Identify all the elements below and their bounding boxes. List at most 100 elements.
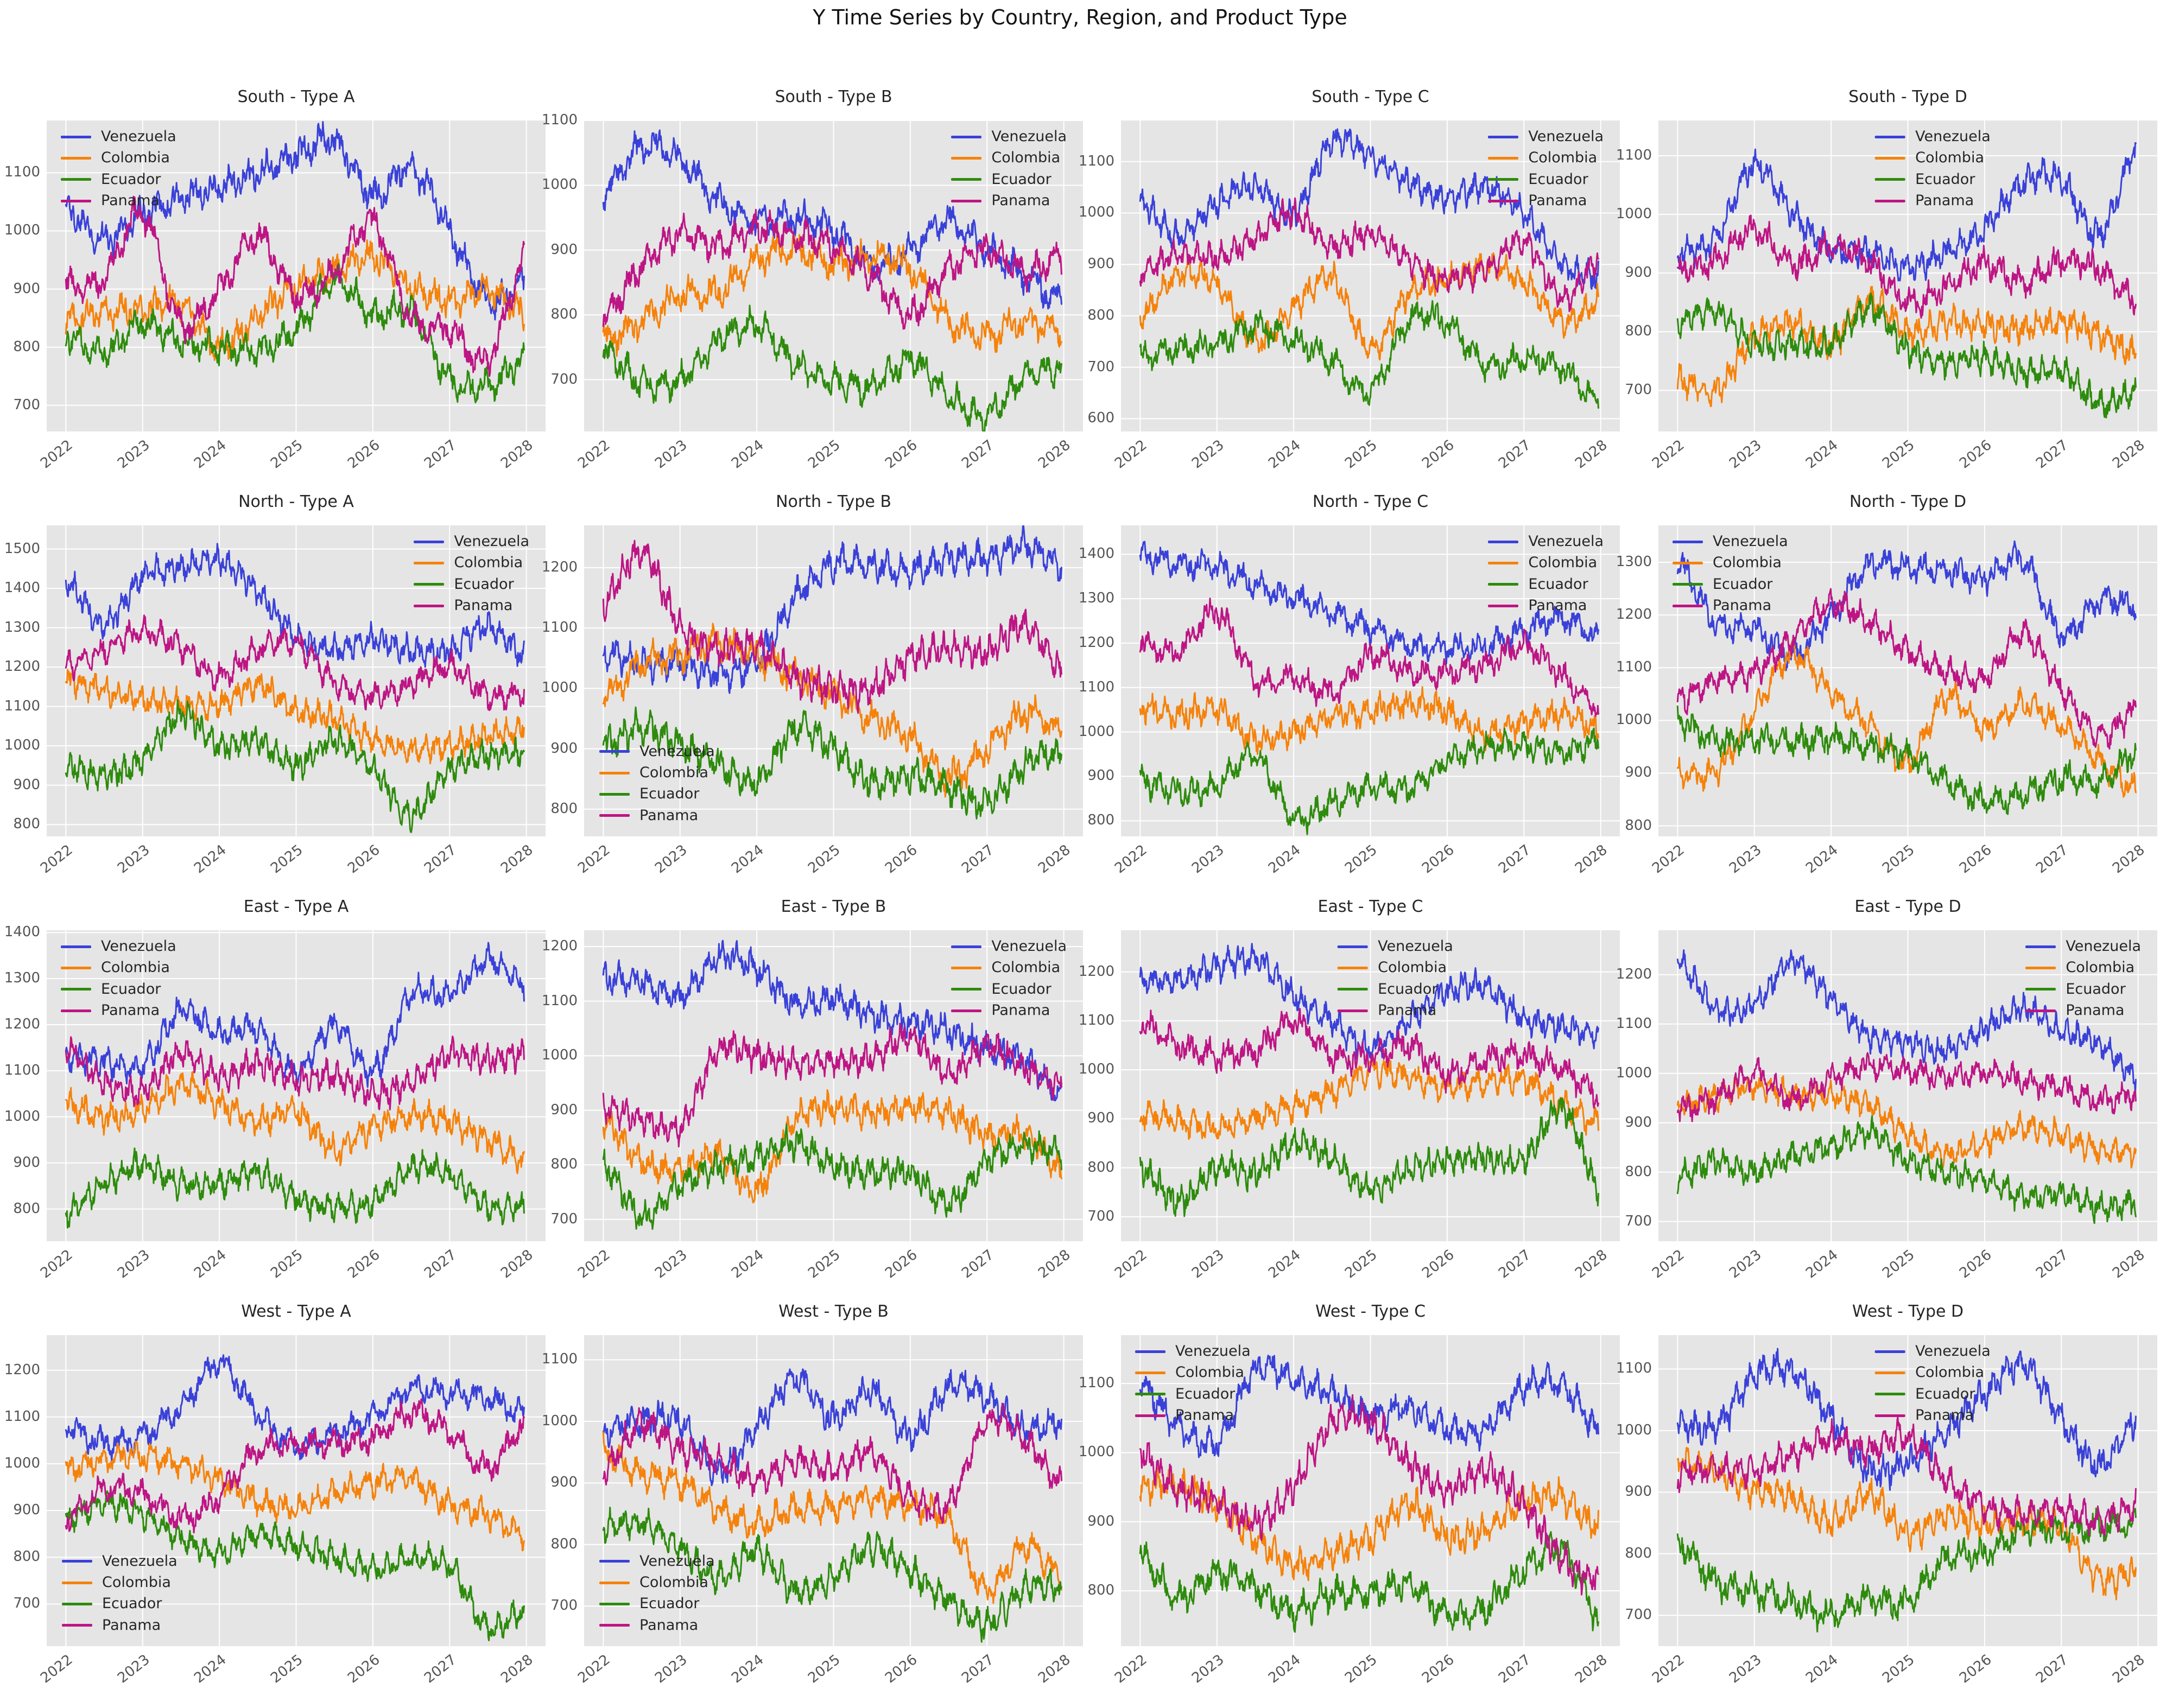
x-tick-label: 2023 xyxy=(1726,842,1765,877)
y-tick-label: 1400 xyxy=(4,580,40,596)
y-tick-label: 1100 xyxy=(541,992,578,1009)
x-tick-label: 2023 xyxy=(1726,1247,1765,1282)
plot-canvas xyxy=(1121,120,1620,431)
y-tick-label: 1100 xyxy=(1616,659,1652,676)
y-tick-label: 1100 xyxy=(4,1408,40,1425)
x-tick-label: 2022 xyxy=(37,1247,76,1282)
series-line-ecuador xyxy=(65,263,525,404)
plot-area: Venezuela Colombia Ecuador Panama xyxy=(1121,1335,1620,1646)
x-tick-label: 2023 xyxy=(114,437,153,472)
series-line-colombia xyxy=(65,1440,525,1552)
y-tick-label: 1500 xyxy=(4,540,40,557)
series-line-panama xyxy=(65,1036,525,1110)
series-line-panama xyxy=(1676,1052,2137,1122)
x-tick-label: 2025 xyxy=(1879,437,1918,472)
x-tick-label: 2027 xyxy=(2033,842,2072,877)
plot-canvas xyxy=(1658,930,2157,1241)
x-tick-label: 2027 xyxy=(959,842,997,877)
x-tick-label: 2025 xyxy=(1879,1652,1918,1687)
plot-area: Venezuela Colombia Ecuador Panama xyxy=(1658,1335,2157,1646)
series-line-venezuela xyxy=(1139,541,1599,665)
series-line-panama xyxy=(602,208,1062,330)
y-tick-label: 1100 xyxy=(1078,1012,1114,1028)
series-line-venezuela xyxy=(1676,949,2137,1095)
y-tick-label: 1100 xyxy=(1616,1015,1652,1032)
plot-canvas xyxy=(584,120,1083,431)
y-tick-label: 900 xyxy=(550,1101,578,1118)
series-line-colombia xyxy=(1139,1059,1599,1140)
y-tick-label: 800 xyxy=(1087,812,1114,829)
y-tick-label: 700 xyxy=(13,396,40,413)
x-tick-label: 2028 xyxy=(1035,437,1074,472)
x-tick-label: 2027 xyxy=(959,1247,997,1282)
y-tick-label: 900 xyxy=(1625,764,1652,781)
y-tick-label: 900 xyxy=(1625,264,1652,281)
series-line-panama xyxy=(602,1023,1062,1148)
series-line-venezuela xyxy=(1139,943,1599,1060)
y-tick-label: 900 xyxy=(13,776,40,793)
plot-canvas xyxy=(1658,120,2157,431)
series-line-ecuador xyxy=(1139,1531,1599,1633)
subplot-east-type-a: East - Type A Venezuela Colombia Ecuador Pa… xyxy=(0,890,546,1294)
series-line-colombia xyxy=(65,1071,525,1174)
plot-area: Venezuela Colombia Ecuador Panama xyxy=(584,1335,1083,1646)
subplot-north-type-d: North - Type D Venezuela Colombia Ecuador P… xyxy=(1612,485,2157,890)
y-tick-label: 1200 xyxy=(1078,634,1114,651)
plot-canvas xyxy=(1121,930,1620,1241)
x-tick-label: 2022 xyxy=(1649,1652,1688,1687)
y-tick-label: 1100 xyxy=(541,1351,578,1368)
plot-canvas xyxy=(1121,525,1620,836)
plot-canvas xyxy=(584,525,1083,836)
x-tick-label: 2023 xyxy=(114,842,153,877)
x-tick-label: 2022 xyxy=(37,1652,76,1687)
x-tick-label: 2022 xyxy=(37,842,76,877)
plot-area: Venezuela Colombia Ecuador Panama xyxy=(1121,525,1620,836)
y-tick-label: 900 xyxy=(1087,767,1114,784)
x-tick-label: 2024 xyxy=(191,1652,230,1687)
series-line-ecuador xyxy=(1676,705,2137,815)
x-tick-label: 2024 xyxy=(728,1247,767,1282)
x-tick-label: 2028 xyxy=(2110,842,2149,877)
subplot-title: East - Type D xyxy=(1854,897,1961,916)
series-line-colombia xyxy=(1676,1073,2137,1169)
y-tick-label: 1300 xyxy=(4,619,40,636)
x-tick-label: 2026 xyxy=(882,437,921,472)
x-tick-label: 2025 xyxy=(1879,842,1918,877)
x-tick-label: 2025 xyxy=(805,1247,844,1282)
series-line-ecuador xyxy=(602,1507,1062,1643)
y-tick-label: 1000 xyxy=(1078,1061,1114,1078)
subplot-title: East - Type B xyxy=(781,897,886,916)
series-line-colombia xyxy=(602,1089,1062,1204)
series-line-colombia xyxy=(65,668,525,765)
x-tick-label: 2027 xyxy=(421,1652,460,1687)
x-tick-label: 2022 xyxy=(575,437,613,472)
x-tick-label: 2028 xyxy=(1035,1652,1074,1687)
x-tick-label: 2026 xyxy=(1956,842,1995,877)
series-line-ecuador xyxy=(1676,293,2137,418)
y-tick-label: 1000 xyxy=(541,1047,578,1064)
y-tick-label: 900 xyxy=(1087,256,1114,272)
subplot-north-type-c: North - Type C Venezuela Colombia Ecuador P… xyxy=(1074,485,1620,890)
plot-area: Venezuela Colombia Ecuador Panama xyxy=(584,525,1083,836)
x-tick-label: 2022 xyxy=(575,1247,613,1282)
x-tick-label: 2024 xyxy=(1802,842,1841,877)
x-tick-label: 2024 xyxy=(1265,437,1304,472)
x-tick-label: 2022 xyxy=(1112,437,1150,472)
subplot-west-type-b: West - Type B Venezuela Colombia Ecuador Pa… xyxy=(537,1294,1083,1699)
series-line-panama xyxy=(1139,197,1599,313)
series-line-ecuador xyxy=(602,706,1062,820)
x-tick-label: 2022 xyxy=(1112,1652,1150,1687)
y-tick-label: 700 xyxy=(1625,1212,1652,1229)
series-line-ecuador xyxy=(1676,1115,2137,1224)
y-tick-label: 800 xyxy=(1087,1159,1114,1176)
x-tick-label: 2025 xyxy=(1342,1652,1380,1687)
subplot-south-type-c: South - Type C Venezuela Colombia Ecuador P… xyxy=(1074,80,1620,485)
series-line-colombia xyxy=(1139,252,1599,361)
subplot-title: West - Type D xyxy=(1852,1302,1964,1321)
x-tick-label: 2023 xyxy=(114,1652,153,1687)
y-tick-label: 1100 xyxy=(541,112,578,128)
x-tick-label: 2024 xyxy=(191,437,230,472)
x-tick-label: 2022 xyxy=(1112,842,1150,877)
y-tick-label: 1100 xyxy=(1616,1360,1652,1377)
x-tick-label: 2027 xyxy=(1496,1652,1534,1687)
